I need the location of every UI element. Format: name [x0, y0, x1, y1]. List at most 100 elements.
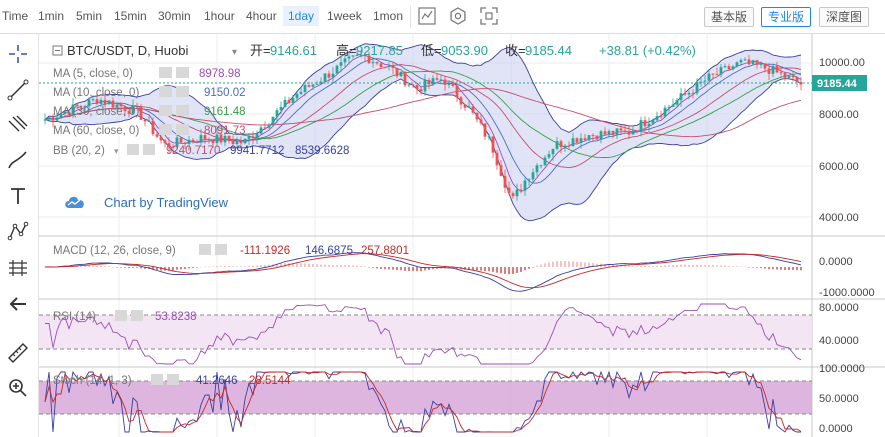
candle-body [411, 84, 415, 86]
candle-body [83, 106, 87, 108]
macd-histogram-bar [84, 265, 86, 267]
timeframe-4hour[interactable]: 4hour [246, 9, 277, 23]
timeframe-time[interactable]: Time [2, 9, 29, 23]
candle-body [403, 71, 407, 86]
stoch-label[interactable]: Stoch (14, 1, 3) [53, 375, 132, 387]
ma60-label[interactable]: MA (60, close, 0) [53, 125, 139, 137]
stoch-axis-label: 0.0000 [819, 423, 853, 435]
close-icon[interactable] [131, 310, 143, 321]
bb-dropdown-icon[interactable]: ▾ [114, 146, 119, 156]
candle-body [575, 138, 579, 143]
eye-icon[interactable] [159, 105, 172, 116]
candle-body [63, 111, 67, 114]
candle-body [535, 165, 539, 173]
macd-histogram-bar [292, 263, 294, 267]
timeframe-5min[interactable]: 5min [76, 9, 103, 23]
fib-icon[interactable] [6, 113, 30, 137]
macd-histogram-bar [364, 266, 366, 267]
candle-body [423, 80, 427, 92]
brush-icon[interactable] [6, 148, 30, 172]
settings-icon[interactable] [151, 374, 163, 385]
timeframe-1min[interactable]: 1min [38, 9, 65, 23]
candle-body [167, 143, 171, 147]
macd-histogram-bar [556, 260, 558, 267]
macd-signal-value: 257.8801 [361, 245, 409, 257]
drawing-toolbar [0, 34, 39, 437]
macd-histogram-bar [180, 267, 182, 270]
settings-icon[interactable] [176, 124, 189, 135]
measure-icon[interactable] [6, 256, 30, 280]
ma30-label[interactable]: MA (30, close, 0) [53, 106, 139, 118]
timeframe-30min[interactable]: 30min [158, 9, 191, 23]
chart-area[interactable]: 9185.44 10000.00 8000.00 6000.00 4000.00… [39, 34, 885, 437]
macd-histogram-bar [680, 264, 682, 267]
settings-icon[interactable] [449, 7, 467, 25]
candle-body [51, 117, 55, 121]
ruler-icon[interactable] [6, 341, 30, 365]
back-arrow-icon[interactable] [6, 292, 30, 316]
timeframe-1day[interactable]: 1day [283, 6, 320, 26]
macd-line-value: 146.6875 [305, 245, 353, 257]
macd-axis-label: 0.0000 [819, 256, 853, 268]
symbol-collapse-icon[interactable] [52, 45, 63, 56]
macd-histogram-bar [744, 266, 746, 268]
macd-histogram-bar [300, 263, 302, 267]
candle-body [71, 104, 75, 115]
basic-version-button[interactable]: 基本版 [704, 7, 755, 27]
tradingview-watermark[interactable]: Chart by TradingView [65, 195, 229, 210]
macd-histogram-bar [764, 267, 766, 269]
settings-icon[interactable] [176, 105, 189, 116]
fullscreen-icon[interactable] [480, 7, 498, 25]
macd-histogram-bar [200, 266, 202, 268]
close-label: 收= [505, 43, 526, 58]
macd-histogram-bar [768, 267, 770, 270]
ma10-label[interactable]: MA (10, close, 0) [53, 87, 139, 99]
candle-body [259, 127, 263, 134]
timeframe-1mon[interactable]: 1mon [373, 9, 404, 23]
trendline-icon[interactable] [6, 78, 30, 102]
close-icon[interactable] [143, 144, 155, 155]
pro-version-button[interactable]: 专业版 [761, 7, 812, 27]
close-icon[interactable] [215, 244, 227, 255]
candle-body [559, 141, 563, 148]
depth-chart-button[interactable]: 深度图 [819, 7, 870, 27]
eye-icon[interactable] [159, 67, 172, 78]
bb-label[interactable]: BB (20, 2) [53, 145, 105, 157]
divider [410, 6, 411, 28]
timeframe-15min[interactable]: 15min [114, 9, 147, 23]
last-price-label [812, 75, 867, 91]
settings-icon[interactable] [176, 86, 189, 97]
text-icon[interactable] [6, 184, 30, 208]
macd-histogram-bar [288, 263, 290, 267]
bb-lower-band [44, 78, 802, 222]
symbol-title[interactable]: BTC/USDT, D, Huobi [67, 43, 188, 58]
macd-histogram-bar [320, 264, 322, 267]
zoom-icon[interactable] [6, 376, 30, 400]
settings-icon[interactable] [176, 67, 189, 78]
rsi-label[interactable]: RSI (14) [53, 311, 96, 323]
candle-body [127, 111, 131, 114]
close-icon[interactable] [167, 374, 179, 385]
settings-icon[interactable] [199, 244, 211, 255]
macd-histogram-bar [540, 264, 542, 267]
macd-histogram-bar [588, 262, 590, 267]
symbol-dropdown-icon[interactable]: ▾ [232, 47, 237, 58]
settings-icon[interactable] [115, 310, 127, 321]
timeframe-1week[interactable]: 1week [327, 9, 362, 23]
macd-histogram-bar [752, 267, 754, 268]
candle-body [99, 99, 103, 104]
pattern-icon[interactable] [6, 220, 30, 244]
crosshair-icon[interactable] [6, 42, 30, 66]
eye-icon[interactable] [159, 86, 172, 97]
macd-histogram-bar [656, 265, 658, 267]
eye-icon[interactable] [159, 124, 172, 135]
ma5-label[interactable]: MA (5, close, 0) [53, 68, 133, 80]
eye-icon[interactable] [127, 144, 139, 155]
timeframe-1hour[interactable]: 1hour [204, 9, 235, 23]
candles-icon[interactable] [418, 7, 436, 25]
macd-signal-line [45, 253, 802, 289]
stoch-d-value: 28.5144 [249, 375, 291, 387]
candle-body [415, 85, 419, 90]
macd-histogram-bar [268, 264, 270, 267]
macd-label[interactable]: MACD (12, 26, close, 9) [53, 245, 176, 257]
